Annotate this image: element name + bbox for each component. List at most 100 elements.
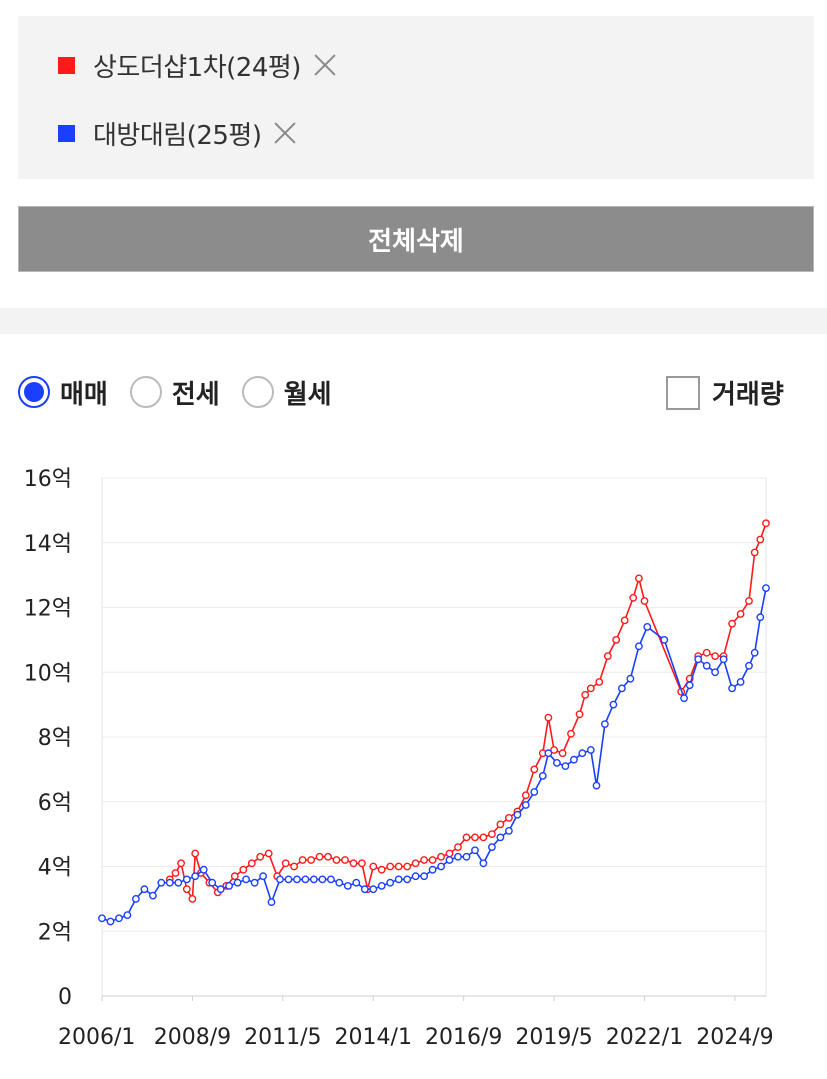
data-point-2 [479,859,488,868]
y-tick-label: 16억 [24,467,72,492]
data-point-2 [471,846,479,855]
data-point-1 [603,652,612,661]
data-point-1 [307,856,315,864]
data-point-1 [394,862,403,871]
data-point-2 [437,862,445,871]
data-point-1 [558,749,567,758]
remove-sangdo-button[interactable] [311,51,339,79]
data-point-2 [570,755,578,764]
data-point-2 [123,911,132,919]
data-point-1 [428,856,437,864]
trade-type-selector: 매매 전세 월세 [18,372,354,412]
data-point-2 [326,875,335,884]
data-point-2 [487,843,496,851]
data-point-2 [750,648,759,657]
data-point-1 [544,713,553,722]
data-point-1 [736,610,745,618]
data-point-1 [386,862,395,871]
data-point-1 [191,849,200,858]
x-tick-label: 2016/9 [425,1025,502,1050]
data-point-1 [496,820,505,829]
data-point-2 [736,678,745,686]
radio-monthly-rent[interactable] [241,376,274,408]
data-point-1 [581,690,590,699]
data-point-2 [233,878,242,887]
data-point-2 [454,852,462,861]
data-point-2 [609,700,618,709]
data-point-2 [504,826,513,835]
data-point-2 [131,894,140,903]
data-point-1 [332,856,341,864]
red-square-icon [58,56,75,74]
y-tick-label: 4억 [38,856,72,881]
data-point-1 [324,852,332,861]
data-point-1 [377,865,386,874]
clear-all-button[interactable]: 전체삭제 [18,206,814,272]
data-point-2 [680,694,688,703]
radio-jeonse[interactable] [129,376,162,408]
data-point-2 [586,746,595,754]
data-point-2 [694,655,703,664]
data-point-2 [284,875,293,884]
remove-daebang-button[interactable] [271,119,299,147]
blue-square-icon [58,124,75,142]
data-point-2 [618,684,626,693]
data-point-2 [157,878,166,887]
data-point-1 [612,635,621,644]
legend-label: 상도더샵1차(24평) [93,52,301,83]
data-point-1 [487,830,496,838]
radio-monthly-rent-label[interactable]: 월세 [283,379,332,410]
x-tick-label: 2022/1 [606,1025,683,1050]
data-point-2 [719,655,728,664]
data-point-2 [165,878,174,887]
data-point-2 [360,885,369,894]
data-point-2 [578,749,587,758]
volume-checkbox-label[interactable]: 거래량 [712,380,784,410]
x-tick-label: 2006/1 [58,1025,135,1050]
data-point-1 [762,519,770,528]
data-point-2 [626,674,635,683]
x-tick-label: 2024/9 [696,1025,773,1050]
data-point-2 [756,613,765,622]
data-point-2 [343,881,352,890]
legend-label: 대방대림(25평) [93,120,262,151]
data-point-1 [341,856,349,864]
data-point-1 [349,859,358,868]
data-point-1 [171,869,180,877]
data-point-1 [550,746,558,754]
radio-sale-label[interactable]: 매매 [60,379,108,410]
radio-jeonse-label[interactable]: 전세 [171,379,220,410]
data-point-1 [247,859,256,868]
data-point-2 [267,898,276,906]
data-point-2 [377,881,386,890]
data-point-2 [592,781,601,790]
data-point-2 [293,875,301,884]
data-point-1 [521,791,530,800]
data-point-2 [301,875,310,884]
data-point-1 [629,593,638,602]
radio-sale[interactable] [18,376,50,408]
data-point-2 [335,878,344,887]
data-point-2 [462,852,471,861]
data-point-1 [264,849,273,858]
data-point-2 [411,872,420,881]
section-divider [0,308,827,334]
data-point-1 [420,856,428,864]
data-point-1 [315,852,324,861]
data-point-2 [420,872,428,881]
data-point-2 [544,749,553,758]
data-point-2 [538,771,547,780]
data-point-2 [352,878,361,887]
x-tick-label: 2008/9 [154,1025,231,1050]
data-point-2 [98,914,106,923]
data-point-1 [635,574,643,583]
data-point-1 [281,859,290,868]
volume-checkbox[interactable] [666,375,700,410]
data-point-2 [174,878,183,887]
data-point-1 [620,616,629,625]
data-point-2 [403,875,412,884]
y-tick-label: 2억 [38,920,72,945]
y-tick-label: 6억 [38,791,72,816]
data-point-2 [428,865,437,874]
data-point-2 [140,885,149,894]
